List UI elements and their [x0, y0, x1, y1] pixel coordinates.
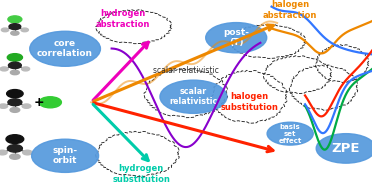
Circle shape — [21, 28, 28, 32]
Circle shape — [206, 22, 267, 53]
Circle shape — [30, 31, 100, 66]
Circle shape — [0, 104, 7, 108]
Text: scalar relativistic: scalar relativistic — [153, 66, 219, 75]
Text: basis
set
effect: basis set effect — [279, 124, 302, 144]
Circle shape — [9, 24, 21, 29]
Text: core
correlation: core correlation — [37, 39, 93, 58]
Circle shape — [8, 99, 22, 106]
Circle shape — [0, 150, 7, 155]
Text: substitution: substitution — [220, 103, 278, 112]
Circle shape — [6, 135, 24, 143]
Circle shape — [10, 154, 20, 159]
Text: ZPE: ZPE — [332, 142, 360, 155]
Circle shape — [10, 108, 20, 112]
Circle shape — [22, 67, 30, 71]
Text: abstraction: abstraction — [96, 20, 150, 29]
Circle shape — [0, 67, 8, 71]
Circle shape — [1, 28, 9, 32]
Circle shape — [316, 134, 372, 163]
Text: scalar
relativistic: scalar relativistic — [169, 87, 218, 106]
Circle shape — [11, 31, 19, 35]
Text: substitution: substitution — [112, 175, 170, 184]
Circle shape — [267, 122, 313, 145]
Text: spin-
orbit: spin- orbit — [52, 146, 78, 166]
Circle shape — [7, 145, 22, 152]
Text: abstraction: abstraction — [263, 11, 317, 20]
Circle shape — [7, 90, 23, 98]
Circle shape — [22, 104, 31, 108]
Text: halogen: halogen — [271, 0, 309, 9]
Text: hydrogen: hydrogen — [119, 164, 164, 173]
Text: post-
(T): post- (T) — [223, 28, 249, 47]
Circle shape — [39, 97, 61, 108]
Text: hydrogen: hydrogen — [100, 9, 145, 18]
Circle shape — [32, 139, 99, 172]
Circle shape — [8, 16, 22, 23]
Circle shape — [10, 70, 19, 75]
Circle shape — [9, 62, 21, 69]
Text: halogen: halogen — [230, 92, 268, 101]
Circle shape — [160, 80, 227, 113]
Circle shape — [23, 150, 32, 155]
Text: +: + — [34, 96, 44, 109]
Circle shape — [7, 54, 22, 61]
